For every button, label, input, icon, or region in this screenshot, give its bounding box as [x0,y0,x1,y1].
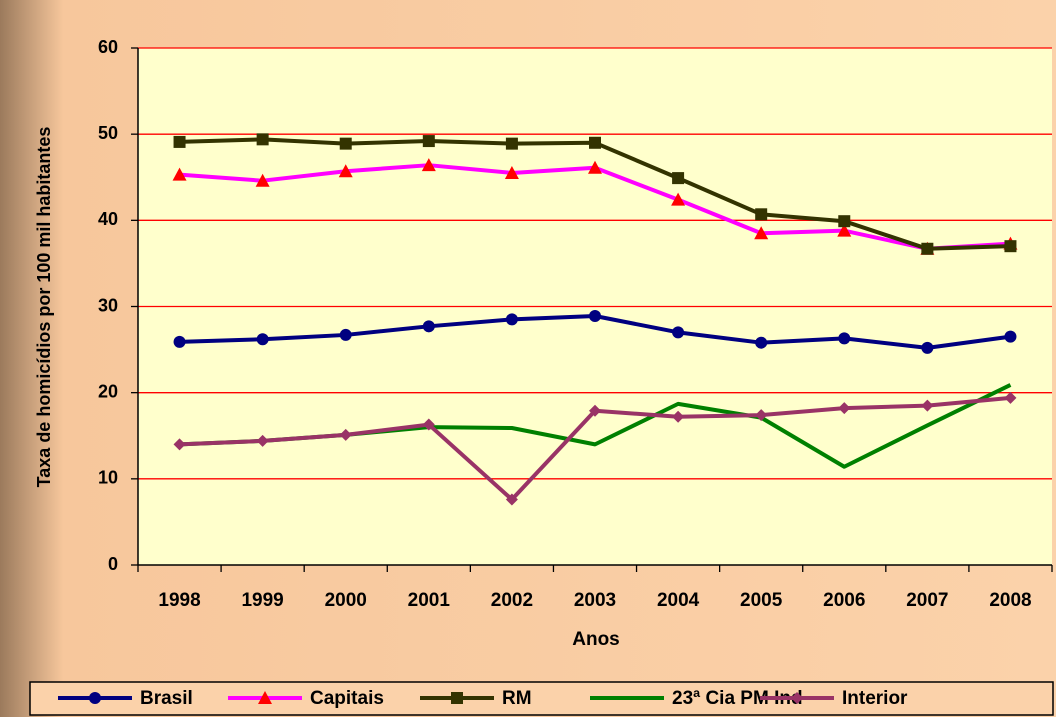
data-point [589,136,601,149]
data-point [1004,240,1017,253]
y-tick-label: 50 [98,123,118,143]
y-axis-label: Taxa de homicídios por 100 mil habitante… [34,127,54,488]
x-tick-label: 1998 [158,590,200,611]
data-point [422,320,435,333]
data-point [921,341,934,354]
data-point [755,208,768,221]
data-point [421,158,436,172]
y-tick-label: 40 [98,209,118,229]
x-tick-label: 2004 [657,590,700,611]
data-point [671,192,686,206]
legend-label: 23ª Cia PM Ind [672,688,803,709]
legend-label: Interior [842,688,908,709]
data-point [1004,391,1017,404]
data-point [838,215,851,228]
data-point [755,336,768,349]
x-tick-label: 2005 [740,590,783,611]
data-point [838,332,851,345]
data-point [837,223,852,237]
x-axis-label: Anos [572,629,620,650]
data-point [504,165,519,179]
data-point [589,404,601,417]
legend-label: RM [502,688,532,709]
data-point [339,428,352,441]
legend-marker [258,691,272,704]
x-tick-label: 2006 [823,590,865,611]
data-point [589,309,601,322]
data-point [672,172,685,185]
data-point [173,438,186,451]
data-point [173,135,186,148]
data-point [255,173,270,187]
data-point [921,242,934,255]
data-point [672,410,685,423]
y-tick-label: 20 [98,381,118,401]
y-tick-label: 10 [98,468,118,488]
data-point [921,399,934,412]
data-point [505,313,518,326]
x-tick-label: 2001 [408,590,451,611]
legend-label: Brasil [140,688,193,709]
x-tick-label: 2007 [906,590,948,611]
data-point [256,434,269,447]
data-point [339,137,352,150]
y-tick-label: 30 [98,295,118,315]
data-point [672,326,685,339]
data-point [1004,330,1017,343]
data-point [422,135,435,148]
data-point [505,493,518,506]
data-point [339,328,352,341]
data-point [256,333,269,346]
x-tick-label: 2008 [989,590,1031,611]
x-tick-label: 2000 [325,590,367,611]
data-point [422,418,435,431]
data-point [505,137,518,150]
x-tick-label: 2003 [574,590,616,611]
legend-marker [89,692,101,704]
y-tick-label: 60 [98,37,118,57]
x-tick-label: 2002 [491,590,533,611]
data-point [838,402,851,415]
x-tick-label: 1999 [241,590,283,611]
data-point [588,160,602,174]
data-point [173,335,186,348]
legend-marker [791,692,803,704]
legend-box [29,681,1054,716]
legend-label: Capitais [310,688,384,709]
y-tick-label: 0 [108,554,118,574]
data-point [172,167,187,181]
data-point [754,226,769,240]
data-point [338,164,353,178]
data-point [755,409,768,422]
legend-marker [451,692,463,704]
data-point [256,133,269,146]
